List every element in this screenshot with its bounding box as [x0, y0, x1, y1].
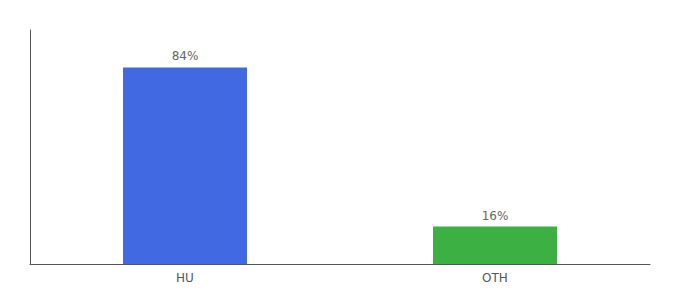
svg-text:HU: HU: [176, 271, 194, 285]
svg-text:16%: 16%: [482, 209, 509, 223]
svg-text:OTH: OTH: [482, 271, 508, 285]
svg-text:84%: 84%: [172, 49, 199, 63]
